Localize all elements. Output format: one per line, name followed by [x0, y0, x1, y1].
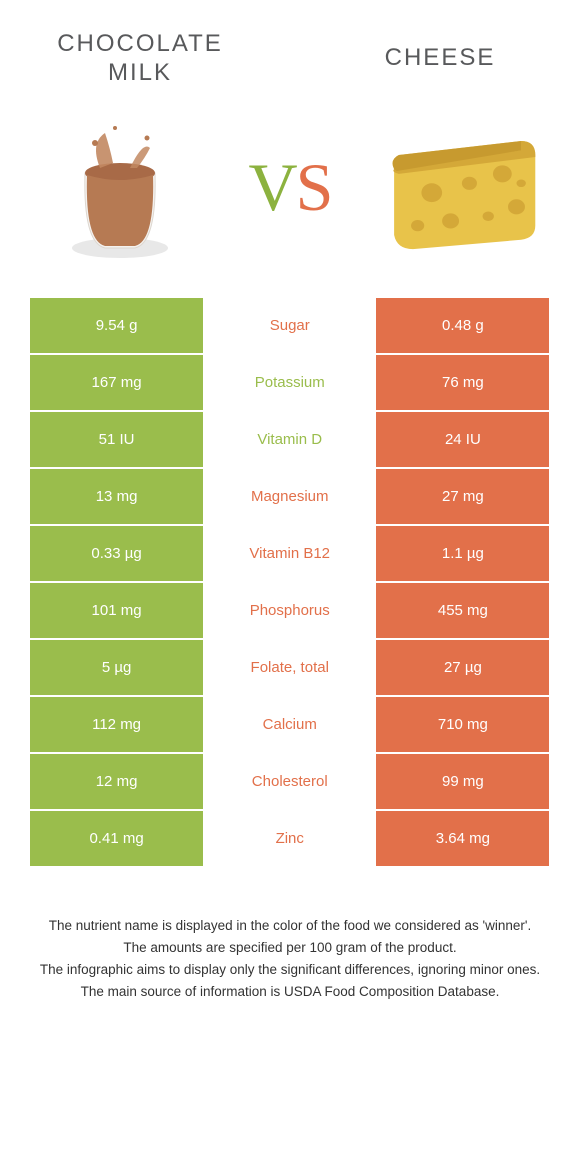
- footnote-line: The amounts are specified per 100 gram o…: [34, 938, 546, 958]
- vs-s: S: [296, 149, 332, 225]
- right-value: 76 mg: [376, 355, 549, 410]
- cheese-image: [380, 108, 540, 268]
- table-row: 13 mgMagnesium27 mg: [30, 469, 550, 524]
- left-value: 167 mg: [30, 355, 203, 410]
- left-value: 112 mg: [30, 697, 203, 752]
- left-value: 0.41 mg: [30, 811, 203, 866]
- footnote-line: The infographic aims to display only the…: [34, 960, 546, 980]
- right-value: 0.48 g: [376, 298, 549, 353]
- nutrient-label: Vitamin D: [203, 412, 376, 467]
- left-value: 51 IU: [30, 412, 203, 467]
- right-value: 24 IU: [376, 412, 549, 467]
- right-value: 1.1 µg: [376, 526, 549, 581]
- vs-label: VS: [249, 148, 332, 227]
- footnote-line: The main source of information is USDA F…: [34, 982, 546, 1002]
- footnotes: The nutrient name is displayed in the co…: [30, 916, 550, 1003]
- nutrient-label: Calcium: [203, 697, 376, 752]
- left-value: 13 mg: [30, 469, 203, 524]
- table-row: 112 mgCalcium710 mg: [30, 697, 550, 752]
- nutrient-label: Zinc: [203, 811, 376, 866]
- left-value: 101 mg: [30, 583, 203, 638]
- table-row: 12 mgCholesterol99 mg: [30, 754, 550, 809]
- chocolate-milk-image: [40, 108, 200, 268]
- right-value: 455 mg: [376, 583, 549, 638]
- left-value: 0.33 µg: [30, 526, 203, 581]
- footnote-line: The nutrient name is displayed in the co…: [34, 916, 546, 936]
- right-value: 27 µg: [376, 640, 549, 695]
- nutrient-label: Cholesterol: [203, 754, 376, 809]
- table-row: 51 IUVitamin D24 IU: [30, 412, 550, 467]
- right-value: 3.64 mg: [376, 811, 549, 866]
- nutrient-label: Folate, total: [203, 640, 376, 695]
- nutrient-label: Phosphorus: [203, 583, 376, 638]
- nutrient-label: Vitamin B12: [203, 526, 376, 581]
- table-row: 0.33 µgVitamin B121.1 µg: [30, 526, 550, 581]
- left-value: 9.54 g: [30, 298, 203, 353]
- left-value: 12 mg: [30, 754, 203, 809]
- nutrient-label: Potassium: [203, 355, 376, 410]
- comparison-table: 9.54 gSugar0.48 g167 mgPotassium76 mg51 …: [30, 298, 550, 866]
- left-value: 5 µg: [30, 640, 203, 695]
- table-row: 0.41 mgZinc3.64 mg: [30, 811, 550, 866]
- right-value: 710 mg: [376, 697, 549, 752]
- table-row: 5 µgFolate, total27 µg: [30, 640, 550, 695]
- left-food-title: CHOCOLATE MILK: [40, 30, 240, 88]
- nutrient-label: Sugar: [203, 298, 376, 353]
- table-row: 101 mgPhosphorus455 mg: [30, 583, 550, 638]
- header: CHOCOLATE MILK CHEESE: [30, 30, 550, 98]
- image-row: VS: [30, 98, 550, 298]
- right-value: 27 mg: [376, 469, 549, 524]
- table-row: 9.54 gSugar0.48 g: [30, 298, 550, 353]
- nutrient-label: Magnesium: [203, 469, 376, 524]
- right-value: 99 mg: [376, 754, 549, 809]
- table-row: 167 mgPotassium76 mg: [30, 355, 550, 410]
- right-food-title: CHEESE: [340, 30, 540, 88]
- vs-v: V: [249, 149, 296, 225]
